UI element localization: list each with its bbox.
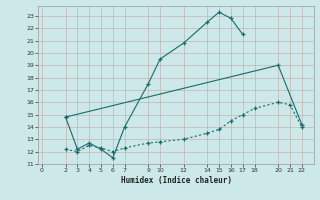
X-axis label: Humidex (Indice chaleur): Humidex (Indice chaleur) <box>121 176 231 185</box>
